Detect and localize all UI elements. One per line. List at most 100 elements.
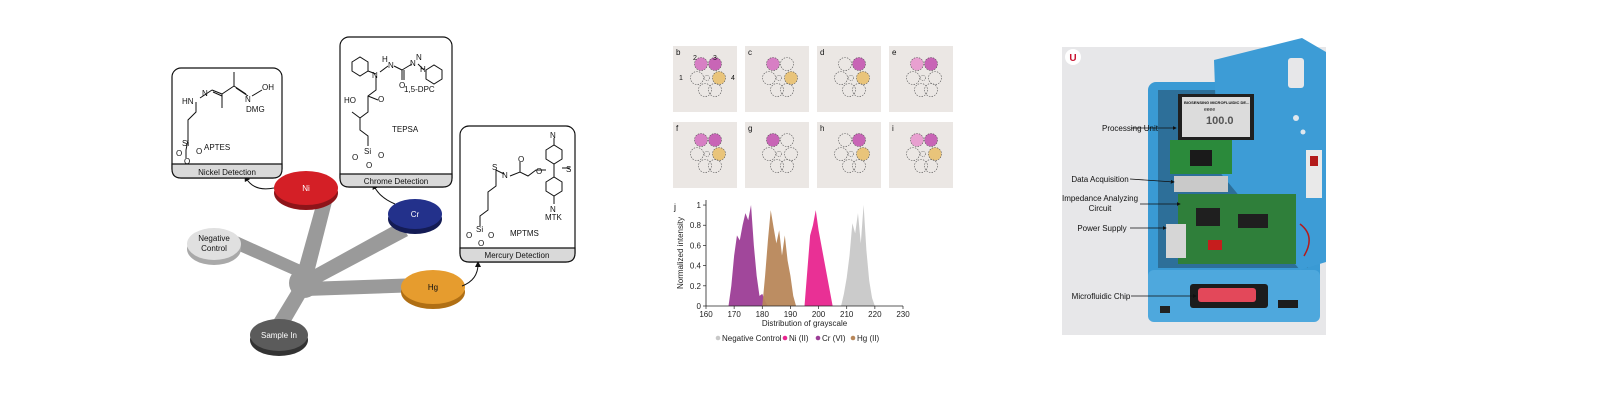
atom-label: Si	[476, 225, 483, 234]
detection-zone	[690, 71, 704, 85]
node-sample-label: Sample In	[261, 331, 297, 340]
atom-label: N	[372, 71, 378, 80]
center-zone	[776, 75, 782, 81]
channel-to-hg	[306, 278, 420, 296]
device-board-acquisition	[1174, 176, 1228, 192]
device-lid-sticker-mark	[1310, 156, 1318, 166]
atom-label: O	[366, 161, 372, 170]
photo-panel-letter: h	[820, 124, 824, 133]
detection-zone	[698, 159, 712, 173]
detection-zone	[784, 147, 798, 161]
detection-zone	[690, 147, 704, 161]
x-tick-label: 220	[868, 310, 882, 319]
series-area	[804, 210, 833, 306]
y-tick-label: 1	[697, 201, 702, 210]
box-chrome-detection: Chrome Detection N H N N N H	[339, 36, 453, 188]
detection-zone	[928, 71, 942, 85]
device-lcd	[1182, 97, 1250, 137]
x-tick-label: 160	[699, 310, 713, 319]
atom-label: S	[492, 163, 497, 172]
center-zone	[920, 151, 926, 157]
molecule-name: MPTMS	[510, 229, 539, 238]
device-badge	[1065, 49, 1081, 65]
x-tick-label: 230	[896, 310, 910, 319]
legend-label: Ni (II)	[789, 334, 809, 343]
callout-impedance-2: Circuit	[1089, 204, 1112, 213]
node-negative-label-1: Negative	[198, 234, 230, 243]
arrow-hg-to-box	[461, 261, 481, 287]
photo-tile: i	[889, 122, 953, 188]
channel-to-cr	[302, 222, 408, 288]
center-zone	[848, 151, 854, 157]
series-area	[762, 210, 797, 306]
atom-label: N	[502, 171, 508, 180]
photo-tile: f	[673, 122, 737, 188]
atom-label: N	[416, 53, 422, 62]
atom-label: O	[518, 155, 524, 164]
box-mercury-label: Mercury Detection	[485, 251, 550, 260]
photo-tile: g	[745, 122, 809, 188]
device-board-power	[1166, 224, 1186, 258]
zone-number: 4	[731, 75, 735, 82]
node-chrome-label: Cr	[411, 210, 420, 219]
molecule-name: TEPSA	[392, 125, 419, 134]
center-zone	[776, 151, 782, 157]
atom-label: N	[550, 205, 556, 214]
detection-zone	[924, 83, 938, 97]
atom-label: O	[196, 147, 202, 156]
detection-zone	[698, 83, 712, 97]
detection-zone	[712, 147, 726, 161]
detection-zone	[924, 159, 938, 173]
atom-label: OH	[262, 83, 274, 92]
detection-zone	[928, 147, 942, 161]
device-board-component	[1196, 208, 1220, 226]
photo-panel-letter: e	[892, 48, 897, 57]
photo-tile: d	[817, 46, 881, 112]
detection-zone	[910, 133, 924, 147]
center-zone	[848, 75, 854, 81]
molecule-name: DMG	[246, 105, 265, 114]
detection-zone	[766, 133, 780, 147]
device-microfluidic-chip	[1198, 288, 1256, 302]
device-board-impedance	[1178, 194, 1296, 264]
atom-label: HO	[344, 96, 356, 105]
atom-label: Si	[364, 147, 371, 156]
legend-marker	[850, 335, 856, 341]
y-tick-label: 0	[697, 302, 702, 311]
callout-impedance-1: Impedance Analyzing	[1062, 194, 1138, 203]
panel-device: U BIOSENSING MICROFLUIDIC DE... eeee 100…	[1062, 38, 1326, 335]
detection-zone	[924, 133, 938, 147]
detection-zone	[910, 57, 924, 71]
node-nickel-label: Ni	[302, 184, 310, 193]
x-tick-label: 180	[756, 310, 770, 319]
atom-label: O	[176, 149, 182, 158]
photo-tile: c	[745, 46, 809, 112]
y-tick-label: 0.2	[690, 282, 702, 291]
detection-zone	[914, 83, 928, 97]
device-usb-port	[1160, 306, 1170, 313]
callout-microfluidic-chip: Microfluidic Chip	[1072, 292, 1131, 301]
detection-zone	[906, 71, 920, 85]
molecule-name: 1,5-DPC	[404, 85, 435, 94]
detection-zone	[834, 147, 848, 161]
node-negative-label-2: Control	[201, 244, 227, 253]
x-tick-label: 210	[840, 310, 854, 319]
center-zone	[920, 75, 926, 81]
box-mercury-detection: Mercury Detection N S N O O S N Si O	[459, 125, 576, 263]
node-mercury: Hg	[401, 270, 465, 309]
photo-grid: b 1 2 3 4 c d e f g h i	[673, 46, 953, 188]
atom-label: O	[488, 231, 494, 240]
detection-zone	[842, 83, 856, 97]
device-wire	[1299, 223, 1310, 257]
node-nickel: Ni	[274, 171, 338, 210]
zone-number: 2	[693, 55, 697, 62]
channel-hub	[289, 268, 319, 298]
panel-j-chart: j 160 170 180 190 200 210 220 23000.20.40.60.81…	[673, 200, 910, 343]
legend-label: Cr (VI)	[822, 334, 846, 343]
atom-label: N	[202, 89, 208, 98]
x-tick-label: 200	[812, 310, 826, 319]
connector-arrows	[244, 175, 481, 287]
detection-zone	[852, 133, 866, 147]
detection-zone	[708, 83, 722, 97]
detection-zone	[906, 147, 920, 161]
